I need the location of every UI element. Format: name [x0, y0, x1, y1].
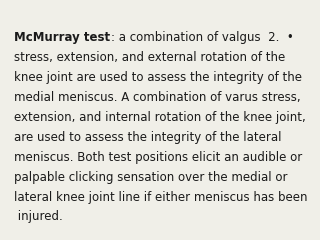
Text: injured.: injured. — [14, 210, 63, 223]
Text: McMurray test: McMurray test — [14, 31, 110, 44]
Text: knee joint are used to assess the integrity of the: knee joint are used to assess the integr… — [14, 71, 302, 84]
Text: stress, extension, and external rotation of the: stress, extension, and external rotation… — [14, 51, 286, 64]
Text: medial meniscus. A combination of varus stress,: medial meniscus. A combination of varus … — [14, 91, 301, 104]
Text: extension, and internal rotation of the knee joint,: extension, and internal rotation of the … — [14, 111, 306, 124]
Text: : a combination of valgus  2.  •: : a combination of valgus 2. • — [110, 31, 293, 44]
Text: meniscus. Both test positions elicit an audible or: meniscus. Both test positions elicit an … — [14, 151, 303, 164]
Text: are used to assess the integrity of the lateral: are used to assess the integrity of the … — [14, 131, 282, 144]
Text: palpable clicking sensation over the medial or: palpable clicking sensation over the med… — [14, 171, 288, 184]
Text: lateral knee joint line if either meniscus has been: lateral knee joint line if either menisc… — [14, 191, 308, 204]
